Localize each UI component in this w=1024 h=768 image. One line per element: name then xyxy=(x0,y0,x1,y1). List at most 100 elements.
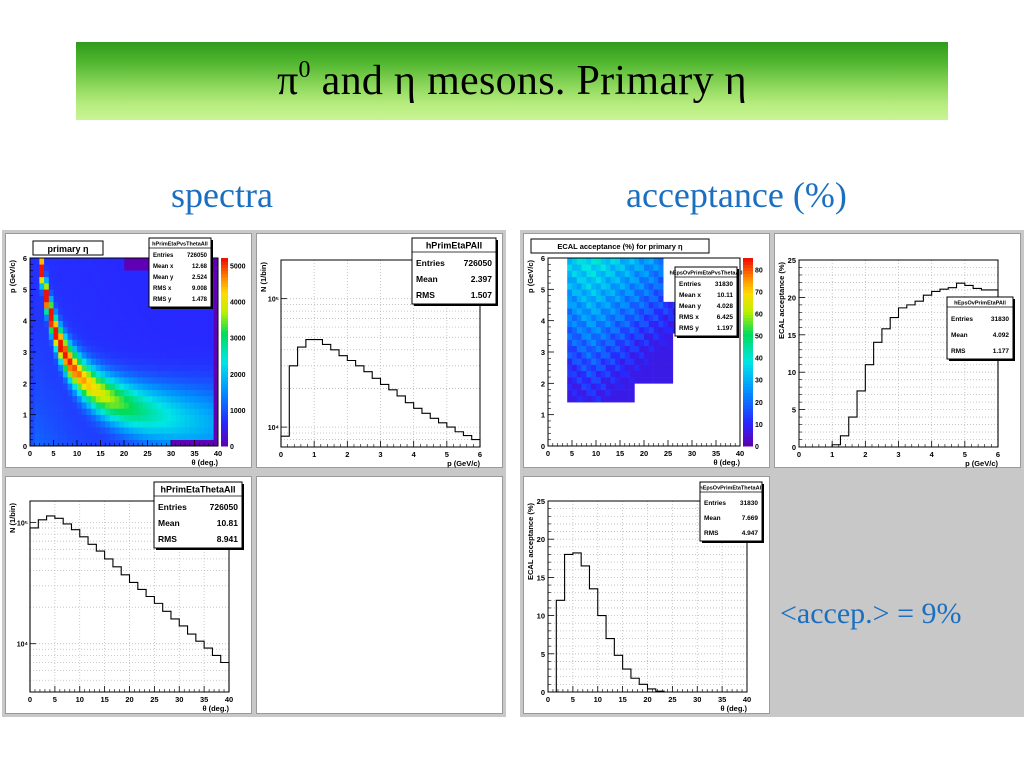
heatmap-cell xyxy=(72,320,78,328)
heatmap-cell xyxy=(105,339,111,347)
heatmap-cell xyxy=(615,283,621,290)
palette-cell xyxy=(221,377,228,381)
heatmap-cell xyxy=(138,439,144,447)
heatmap-cell xyxy=(199,395,205,403)
heatmap-cell xyxy=(663,358,669,365)
heatmap-cell xyxy=(624,295,630,303)
heatmap-cell xyxy=(142,314,148,321)
heatmap-cell xyxy=(634,258,640,265)
heatmap-cell xyxy=(194,320,200,328)
heatmap-cell xyxy=(653,283,659,290)
heatmap-cell xyxy=(138,402,144,409)
heatmap-cell xyxy=(639,370,645,378)
heatmap-cell xyxy=(81,308,87,315)
heatmap-cell xyxy=(171,320,176,328)
heatmap-cell xyxy=(48,258,54,265)
x-tick-label: 20 xyxy=(643,695,651,704)
x-tick-label: 4 xyxy=(930,450,935,459)
heatmap-cell xyxy=(175,377,181,384)
heatmap-cell xyxy=(138,370,144,378)
stats-value: 1.197 xyxy=(717,325,734,332)
heatmap-cell xyxy=(53,364,59,372)
heatmap-cell xyxy=(152,320,158,328)
palette-tick-label: 40 xyxy=(755,356,763,363)
palette-cell xyxy=(743,417,753,422)
heatmap-cell xyxy=(208,345,214,353)
stats-box-name: hEpsOvPrimEtaPAll xyxy=(954,301,1006,307)
heatmap-cell xyxy=(114,301,120,309)
stats-key: Entries xyxy=(158,502,187,512)
heatmap-cell xyxy=(624,283,630,290)
heatmap-cell xyxy=(109,439,115,447)
stats-key: Mean x xyxy=(153,264,174,270)
heatmap-cell xyxy=(171,364,176,372)
heatmap-cell xyxy=(581,352,587,359)
stats-box xyxy=(148,237,212,308)
heatmap-cell xyxy=(629,283,635,290)
heatmap-cell xyxy=(185,339,191,347)
heatmap-cell xyxy=(586,377,592,384)
heatmap-cell xyxy=(114,276,120,284)
stats-key: Mean xyxy=(416,274,438,284)
heatmap-cell xyxy=(624,264,630,271)
heatmap-cell xyxy=(133,408,139,415)
heatmap-cell xyxy=(81,339,87,347)
heatmap-cell xyxy=(175,364,181,372)
heatmap-cell xyxy=(34,427,40,434)
heatmap-cell xyxy=(67,352,73,359)
heatmap-cell xyxy=(596,345,602,353)
heatmap-cell xyxy=(119,314,125,321)
stats-key: Mean y xyxy=(679,303,701,310)
heatmap-cell xyxy=(567,333,573,340)
heatmap-cell xyxy=(114,289,120,296)
palette-cell xyxy=(221,345,228,350)
heatmap-cell xyxy=(152,308,158,315)
y-tick-label: 6 xyxy=(541,254,545,263)
heatmap-cell xyxy=(208,364,214,372)
heatmap-cell xyxy=(39,258,45,265)
palette-cell xyxy=(221,355,228,359)
heatmap-cell xyxy=(624,383,630,390)
heatmap-cell xyxy=(147,326,153,334)
heatmap-cell xyxy=(600,339,606,347)
heatmap-cell xyxy=(142,358,148,365)
heatmap-cell xyxy=(161,370,167,378)
heatmap-cell xyxy=(77,427,82,434)
heatmap-cell xyxy=(600,364,606,372)
heatmap-cell xyxy=(72,339,78,347)
heatmap-cell xyxy=(48,420,54,428)
stats-box-name: hPrimEtaPAll xyxy=(426,241,482,251)
heatmap-cell xyxy=(189,433,195,441)
heatmap-cell xyxy=(634,333,640,340)
heatmap-cell xyxy=(600,283,606,290)
heatmap-cell xyxy=(620,364,626,372)
heatmap-cell xyxy=(152,314,158,321)
heatmap-cell xyxy=(166,408,172,415)
heatmap-cell xyxy=(138,414,144,422)
heatmap-cell xyxy=(663,377,669,384)
heatmap-cell xyxy=(100,439,106,447)
palette-cell xyxy=(221,430,228,434)
heatmap-cell xyxy=(596,358,602,365)
heatmap-cell xyxy=(62,320,68,328)
palette-tick-label: 3000 xyxy=(230,336,246,343)
heatmap-cell xyxy=(109,270,115,278)
heatmap-cell xyxy=(567,320,573,328)
stats-value: 9.008 xyxy=(192,286,208,292)
heatmap-cell xyxy=(171,352,176,359)
heatmap-cell xyxy=(100,414,106,422)
heatmap-cell xyxy=(91,427,97,434)
heatmap-cell xyxy=(634,370,640,378)
heatmap-cell xyxy=(67,414,73,422)
heatmap-cell xyxy=(77,301,82,309)
heatmap-cell xyxy=(203,370,209,378)
heatmap-cell xyxy=(44,389,50,397)
heatmap-cell xyxy=(624,364,630,372)
heatmap-cell xyxy=(147,408,153,415)
heatmap-cell xyxy=(572,258,578,265)
heatmap-cell xyxy=(39,326,45,334)
heatmap-cell xyxy=(95,364,101,372)
heatmap-cell xyxy=(147,389,153,397)
heatmap-cell xyxy=(658,276,664,284)
palette-cell xyxy=(743,336,753,340)
